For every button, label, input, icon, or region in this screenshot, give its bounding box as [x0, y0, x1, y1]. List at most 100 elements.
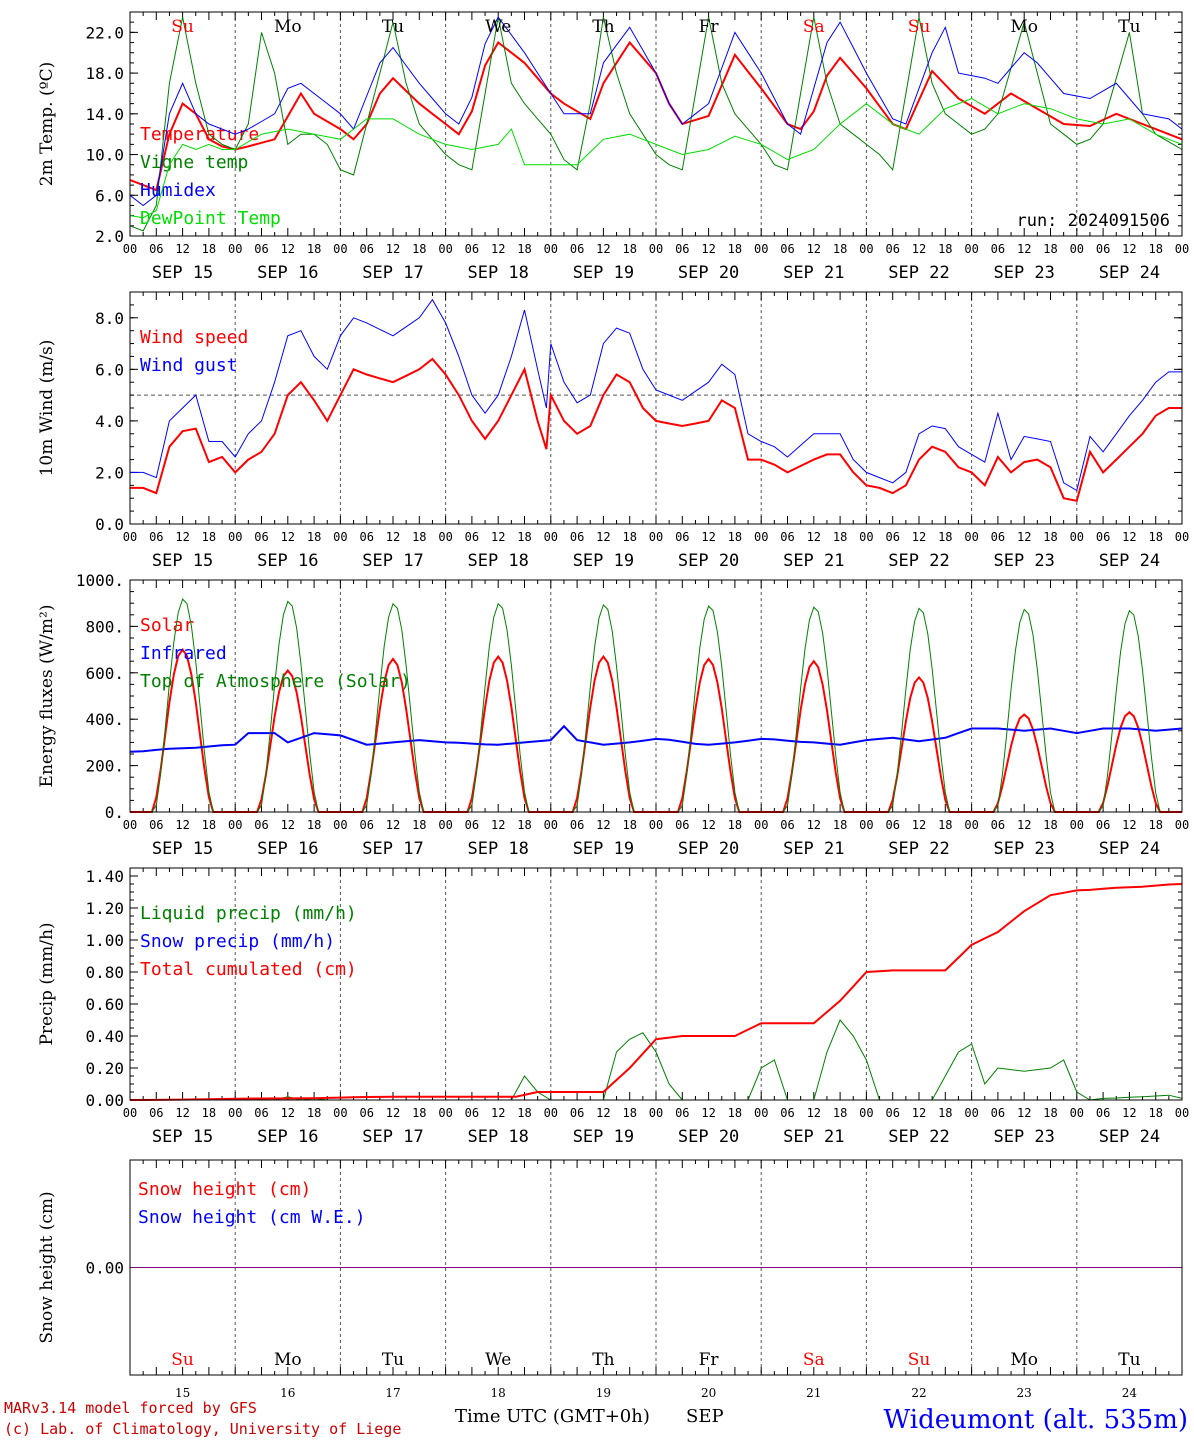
hour-tick-label: 12 [386, 530, 400, 544]
hour-tick-label: 18 [307, 242, 321, 256]
hour-tick-label: 12 [175, 818, 189, 832]
date-label: SEP 24 [1099, 263, 1160, 283]
hour-tick-label: 18 [307, 1106, 321, 1120]
hour-tick-label: 12 [912, 530, 926, 544]
hour-tick-label: 06 [359, 530, 373, 544]
day-label-bottom: Tu [1118, 1350, 1140, 1370]
y-tick-label: 1000. [76, 571, 124, 590]
legend-wind-speed: Wind speed [140, 327, 248, 348]
hour-tick-label: 06 [991, 1106, 1005, 1120]
day-number-label: 16 [280, 1386, 295, 1400]
hour-tick-label: 12 [912, 242, 926, 256]
hour-tick-label: 18 [517, 530, 531, 544]
date-label: SEP 20 [678, 1127, 739, 1147]
y-tick-label: 1.00 [85, 931, 124, 950]
hour-tick-label: 12 [281, 1106, 295, 1120]
y-tick-label: 800. [85, 617, 124, 636]
hour-tick-label: 00 [1070, 242, 1084, 256]
hour-tick-label: 06 [570, 530, 584, 544]
hour-tick-label: 12 [1122, 1106, 1136, 1120]
date-label: SEP 22 [888, 551, 949, 571]
day-label-bottom: Mo [1010, 1350, 1038, 1370]
hour-tick-label: 00 [438, 818, 452, 832]
hour-tick-label: 00 [1175, 818, 1189, 832]
hour-tick-label: 18 [833, 242, 847, 256]
y-tick-label: 2.0 [95, 227, 124, 246]
y-tick-label: 2.0 [95, 463, 124, 482]
hour-tick-label: 12 [912, 1106, 926, 1120]
day-label-bottom: Mo [274, 1350, 302, 1370]
hour-tick-label: 18 [412, 1106, 426, 1120]
hour-tick-label: 06 [254, 530, 268, 544]
day-label-top: Th [592, 17, 614, 37]
hour-tick-label: 18 [938, 242, 952, 256]
hour-tick-label: 18 [728, 242, 742, 256]
hour-tick-label: 00 [649, 242, 663, 256]
hour-tick-label: 00 [123, 530, 137, 544]
hour-tick-label: 06 [465, 818, 479, 832]
legend-liquid-precip-mm-h-: Liquid precip (mm/h) [140, 903, 357, 924]
hour-tick-label: 06 [1096, 530, 1110, 544]
date-label: SEP 18 [467, 263, 528, 283]
hour-tick-label: 18 [202, 242, 216, 256]
hour-tick-label: 12 [281, 242, 295, 256]
hour-tick-label: 18 [1043, 242, 1057, 256]
panel-snow: 0.00 Snow height (cm) Snow height (cm) Snow… [37, 1159, 1183, 1400]
hour-tick-label: 06 [465, 530, 479, 544]
hour-tick-label: 06 [570, 1106, 584, 1120]
date-label: SEP 22 [888, 263, 949, 283]
date-label: SEP 15 [152, 839, 213, 859]
hour-tick-label: 12 [701, 818, 715, 832]
hour-tick-label: 00 [754, 242, 768, 256]
hour-tick-label: 00 [228, 1106, 242, 1120]
model-credit-line2: (c) Lab. of Climatology, University of L… [4, 1420, 401, 1438]
date-label: SEP 19 [573, 263, 634, 283]
series-line-humidex [129, 16, 1183, 207]
date-label: SEP 15 [152, 551, 213, 571]
hour-tick-label: 12 [1122, 530, 1136, 544]
day-label-top: Su [908, 17, 931, 37]
hour-tick-label: 06 [991, 818, 1005, 832]
hour-tick-label: 06 [359, 1106, 373, 1120]
hour-tick-label: 18 [622, 818, 636, 832]
legend-dewpoint-temp: DewPoint Temp [140, 208, 281, 229]
series-line-dewpoint-temp [129, 97, 1183, 219]
hour-tick-label: 06 [675, 530, 689, 544]
hour-tick-label: 06 [359, 242, 373, 256]
panel-wind: 0.0 2.0 4.0 6.0 8.0 10m Wind (m/s) Wind speed W… [37, 291, 1189, 571]
y-axis-label: Precip (mm/h) [37, 922, 57, 1045]
hour-tick-label: 00 [859, 530, 873, 544]
y-tick-label: 600. [85, 664, 124, 683]
day-label-bottom: We [485, 1350, 511, 1370]
day-label-top: We [485, 17, 511, 37]
hour-tick-label: 00 [123, 242, 137, 256]
hour-tick-label: 00 [438, 530, 452, 544]
date-label: SEP 22 [888, 1127, 949, 1147]
day-label-top: Su [171, 17, 194, 37]
legend-wind-gust: Wind gust [140, 355, 238, 376]
hour-tick-label: 06 [149, 530, 163, 544]
hour-tick-label: 06 [149, 242, 163, 256]
hour-tick-label: 12 [807, 1106, 821, 1120]
plot-frame [129, 579, 1183, 813]
y-tick-label: 400. [85, 710, 124, 729]
date-label: SEP 16 [257, 551, 318, 571]
hour-tick-label: 18 [517, 242, 531, 256]
hour-tick-label: 00 [1175, 530, 1189, 544]
hour-tick-label: 18 [202, 818, 216, 832]
day-number-label: 22 [911, 1386, 926, 1400]
hour-tick-label: 00 [228, 530, 242, 544]
hour-tick-label: 18 [517, 818, 531, 832]
hour-tick-label: 00 [754, 1106, 768, 1120]
hour-tick-label: 06 [780, 818, 794, 832]
run-label: run: 2024091506 [1016, 211, 1170, 231]
day-label-bottom: Tu [382, 1350, 404, 1370]
hour-tick-label: 06 [780, 242, 794, 256]
legend-top-of-atmosphere-solar-: Top of Atmosphere (Solar) [140, 671, 411, 692]
hour-tick-label: 00 [123, 818, 137, 832]
panel-temperature: 2.0 6.0 10.0 14.0 18.0 22.0 2m Temp. (ºC) Tempe… [37, 11, 1189, 283]
hour-tick-label: 06 [149, 818, 163, 832]
hour-tick-label: 12 [807, 530, 821, 544]
y-tick-label: 1.40 [85, 867, 124, 886]
date-label: SEP 17 [362, 839, 423, 859]
